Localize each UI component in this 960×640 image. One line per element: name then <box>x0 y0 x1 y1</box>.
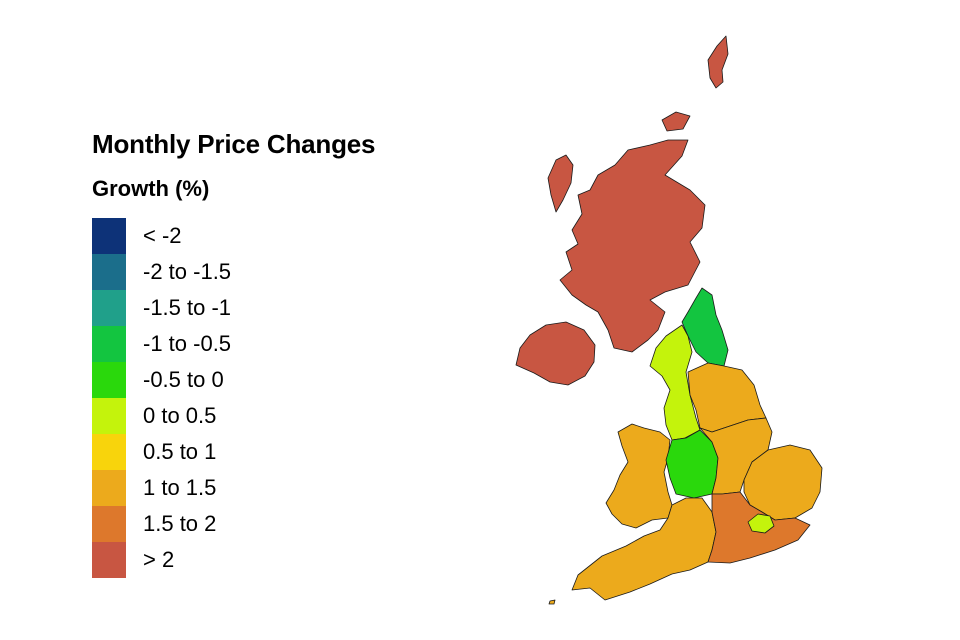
legend-title: Monthly Price Changes <box>92 129 376 159</box>
region-scotland-shetland <box>707 35 729 89</box>
legend-label: 0.5 to 1 <box>143 439 217 464</box>
legend-swatch <box>92 470 126 506</box>
legend-label: -1 to -0.5 <box>143 331 232 356</box>
legend-swatch <box>92 542 126 578</box>
legend-label: < -2 <box>143 223 182 248</box>
region-northern-ireland <box>515 321 596 386</box>
legend-swatch <box>92 506 126 542</box>
legend-label: 1.5 to 2 <box>143 511 217 536</box>
region-london <box>747 513 775 534</box>
legend-label: 0 to 0.5 <box>143 403 217 428</box>
map-legend: Monthly Price Changes Growth (%) < -2 -2… <box>92 128 376 578</box>
legend-item: -1.5 to -1 <box>92 290 375 326</box>
legend-item: > 2 <box>92 542 375 578</box>
legend-item: 0.5 to 1 <box>92 434 375 470</box>
legend-swatch <box>92 290 126 326</box>
legend-item: -0.5 to 0 <box>92 362 375 398</box>
legend-label: -2 to -1.5 <box>143 259 232 284</box>
legend-label: -1.5 to -1 <box>143 295 232 320</box>
region-wales <box>605 423 673 529</box>
legend-label: 1 to 1.5 <box>143 475 217 500</box>
legend-label: -0.5 to 0 <box>143 367 224 392</box>
legend-item: < -2 <box>92 218 375 254</box>
legend-label: > 2 <box>143 547 175 572</box>
legend-swatch <box>92 434 126 470</box>
region-scotland-orkney <box>661 111 691 132</box>
legend-item: -1 to -0.5 <box>92 326 375 362</box>
legend-item: 0 to 0.5 <box>92 398 375 434</box>
legend-swatch <box>92 326 126 362</box>
legend-swatch <box>92 254 126 290</box>
region-scotland <box>559 139 706 353</box>
legend-swatch <box>92 362 126 398</box>
legend-item: 1 to 1.5 <box>92 470 375 506</box>
region-scilly-isles <box>548 599 556 605</box>
region-scotland-western-isles <box>547 154 574 213</box>
legend-item: -2 to -1.5 <box>92 254 375 290</box>
legend-subtitle: Growth (%) <box>92 176 210 201</box>
legend-swatch <box>92 218 126 254</box>
region-east-of-england <box>743 444 823 521</box>
region-south-west <box>571 497 717 601</box>
legend-item: 1.5 to 2 <box>92 506 375 542</box>
legend-swatch <box>92 398 126 434</box>
legend-items: < -2 -2 to -1.5 -1.5 to -1 -1 to -0.5 -0… <box>92 218 375 578</box>
